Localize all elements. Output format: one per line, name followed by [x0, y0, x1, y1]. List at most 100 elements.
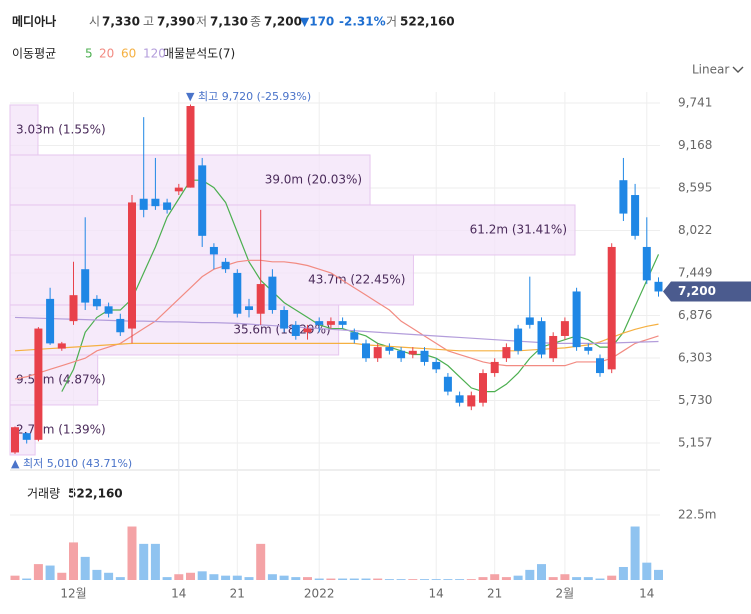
y-tick-label: 9,168 [678, 138, 712, 152]
volume-bar [513, 575, 523, 580]
candle-body [233, 272, 242, 314]
candle-body [385, 347, 394, 351]
label: 종 [250, 15, 261, 29]
candle-body [221, 261, 230, 270]
candle-body [81, 269, 90, 303]
candle-body [92, 298, 101, 307]
legend-ma: 120 [143, 47, 166, 61]
profile-label: 39.0m (20.03%) [265, 172, 362, 186]
volume-bar [186, 572, 195, 580]
change: ▼170 [300, 15, 334, 29]
volume-bar [607, 575, 617, 580]
candle-body [514, 328, 523, 351]
y-tick-label: 5,157 [678, 436, 712, 450]
candle-body [596, 358, 604, 374]
volume-bar [174, 574, 184, 580]
candle-body [186, 106, 195, 188]
volume-bar [104, 572, 114, 580]
y-tick-label: 22.5m [678, 507, 716, 521]
candle-body [397, 350, 406, 359]
ma-line [14, 259, 659, 380]
volume-bar [291, 577, 301, 580]
candle-body [607, 246, 616, 370]
volume-bar [478, 577, 488, 580]
candle-body [303, 328, 312, 333]
volume-bar [279, 575, 289, 580]
volume-bar [244, 577, 254, 580]
legend-ma: 60 [121, 47, 136, 61]
volume-bar [630, 526, 640, 580]
candle-body [338, 321, 347, 325]
profile-label: 43.7m (22.45%) [308, 272, 405, 286]
label: 저 [196, 15, 207, 29]
value: 7,130 [210, 15, 248, 29]
candle-body [490, 361, 499, 374]
value: 7,390 [157, 15, 195, 29]
candle-body [198, 165, 207, 236]
volume-bar [127, 526, 137, 580]
volume-bar [361, 578, 371, 580]
x-tick-label: 14 [171, 587, 186, 601]
candle-body [362, 343, 370, 359]
header: 메디아나 시 7,330 고 7,390 저 7,130 종 7,200 ▼17… [10, 14, 744, 501]
volume-bar [420, 579, 429, 580]
x-tick-label: 14 [639, 587, 654, 601]
candle-body [560, 321, 569, 336]
volume-bar [33, 564, 43, 580]
candle-body [642, 246, 651, 281]
volume-bar [267, 574, 277, 580]
volume-bar [45, 565, 55, 580]
volume-bar [431, 579, 441, 580]
legend-ma: 5 [85, 47, 93, 61]
volume-title: 거래량 [27, 487, 60, 501]
volume-bar [572, 577, 582, 580]
volume-bar [115, 577, 125, 580]
candle-body [326, 321, 335, 325]
scale-button[interactable]: Linear [692, 63, 729, 77]
legend-ma: 20 [99, 47, 114, 61]
candle-body [479, 373, 487, 403]
profile-box [9, 204, 576, 256]
volume-bar [256, 543, 266, 580]
candle-body [57, 343, 66, 349]
candle-body [350, 332, 359, 340]
volume-bar [408, 579, 418, 580]
candle-body [443, 376, 452, 392]
candle-body [46, 298, 55, 344]
candle-body [128, 202, 136, 329]
volume-bar [654, 569, 663, 580]
profile-label: 35.6m (18.29%) [233, 322, 330, 336]
volume-bar [443, 579, 453, 580]
y-tick-label: 7,449 [678, 265, 712, 279]
volume-bar [139, 543, 149, 580]
candle-body [502, 347, 511, 359]
label: 거 [386, 15, 397, 29]
profile-label: 61.2m (31.41%) [470, 222, 567, 236]
volume-bar [384, 579, 394, 580]
candle-body [631, 195, 640, 236]
candle-body [34, 328, 43, 440]
profile-box [9, 104, 39, 156]
x-tick-label: 14 [429, 587, 444, 601]
volume-bar [10, 575, 20, 580]
volume-bar [373, 578, 383, 580]
volume-bar [57, 572, 67, 580]
y-tick-label: 9,741 [678, 95, 712, 109]
candle-body [291, 324, 300, 336]
candle-body [315, 321, 324, 325]
candle-body [245, 306, 253, 311]
candle-body [432, 361, 441, 370]
legend-profile[interactable]: 매물분석도(7) [163, 47, 235, 61]
high-annotation: ▼ 최고 9,720 (-25.93%) [186, 90, 311, 103]
volume-bar [560, 574, 570, 580]
volume-bar [303, 577, 312, 580]
candle-body [22, 433, 31, 440]
candle-body [139, 198, 148, 210]
profile-label: 3.03m (1.55%) [16, 122, 106, 136]
candle-body [525, 317, 534, 325]
volume-bar [209, 574, 219, 580]
label: 고 [143, 15, 154, 29]
chevron[interactable] [732, 66, 744, 73]
